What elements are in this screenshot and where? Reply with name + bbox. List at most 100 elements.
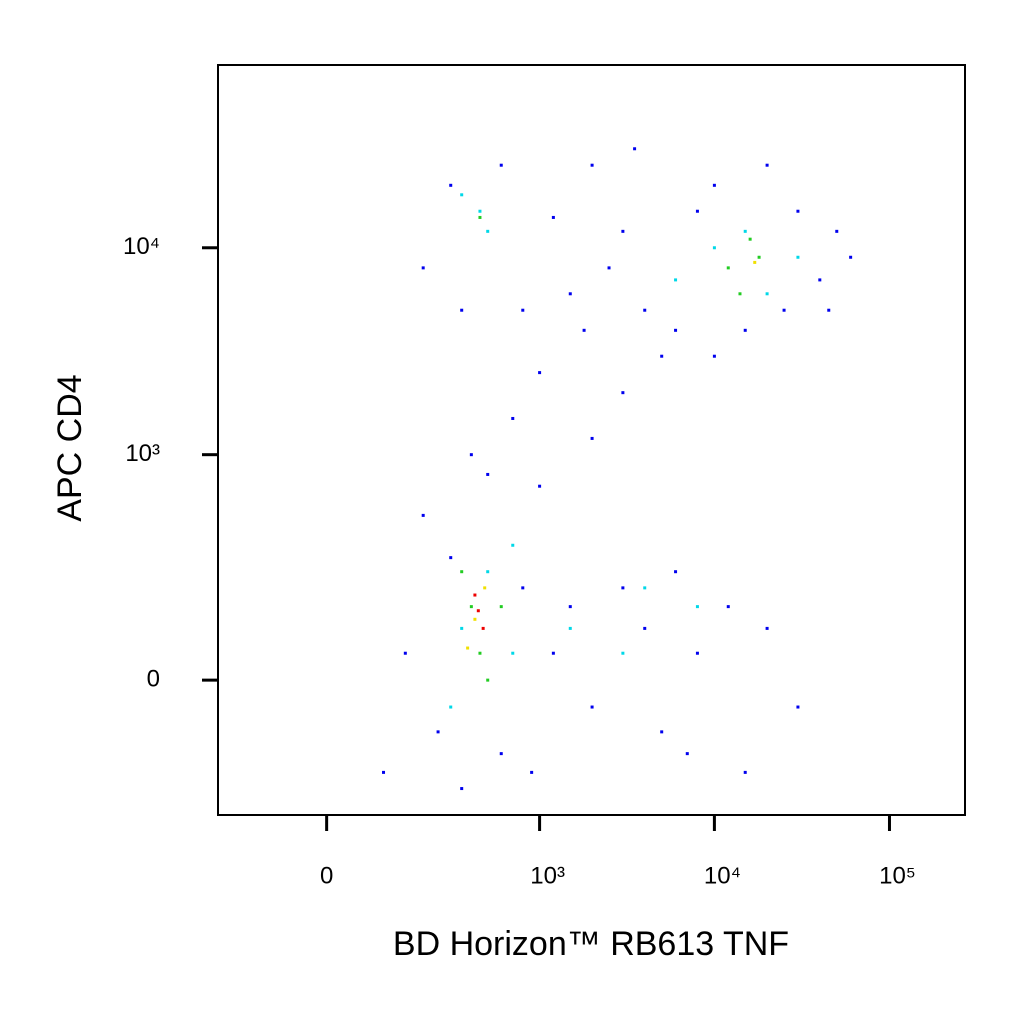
y-tick-label: 10³ <box>125 440 160 467</box>
point <box>511 651 515 655</box>
point <box>449 183 453 187</box>
point <box>568 605 572 609</box>
point <box>460 787 464 791</box>
point <box>551 651 555 655</box>
point <box>538 484 542 488</box>
point <box>582 328 586 332</box>
point <box>590 163 594 167</box>
point <box>511 543 515 547</box>
point <box>486 472 490 476</box>
point <box>835 229 839 233</box>
point <box>643 586 647 590</box>
point <box>765 626 769 630</box>
point <box>621 229 625 233</box>
point <box>674 328 678 332</box>
point <box>551 215 555 219</box>
point <box>568 626 572 630</box>
x-axis-label: BD Horizon™ RB613 TNF <box>393 925 789 963</box>
point <box>499 752 503 756</box>
point <box>538 371 542 375</box>
point <box>460 626 464 630</box>
point <box>818 278 822 282</box>
point <box>660 730 664 734</box>
point <box>796 705 800 709</box>
point <box>511 416 515 420</box>
point <box>466 646 470 650</box>
point <box>483 586 487 590</box>
point <box>695 605 699 609</box>
x-tick-label: 10⁴ <box>704 862 741 889</box>
y-tick-label: 0 <box>147 665 160 692</box>
point <box>621 586 625 590</box>
point <box>765 292 769 296</box>
x-tick-label: 0 <box>320 862 333 889</box>
y-axis-label: APC CD4 <box>51 374 89 521</box>
point <box>633 147 637 151</box>
point <box>660 354 664 358</box>
point <box>521 586 525 590</box>
point <box>476 609 480 613</box>
point <box>449 705 453 709</box>
point <box>421 266 425 270</box>
point <box>499 605 503 609</box>
point <box>743 229 747 233</box>
point <box>382 770 386 774</box>
point <box>621 651 625 655</box>
plot-frame <box>217 64 966 816</box>
point <box>726 605 730 609</box>
point <box>796 255 800 259</box>
point <box>712 246 716 250</box>
point <box>590 705 594 709</box>
point <box>712 183 716 187</box>
point <box>643 308 647 312</box>
point <box>827 308 831 312</box>
point <box>674 570 678 574</box>
point <box>738 292 742 296</box>
point <box>530 770 534 774</box>
point <box>674 278 678 282</box>
point <box>695 209 699 213</box>
point <box>757 255 761 259</box>
point <box>436 730 440 734</box>
point <box>486 678 490 682</box>
point <box>460 308 464 312</box>
x-tick-label: 10⁵ <box>879 862 916 889</box>
point <box>726 266 730 270</box>
point <box>403 651 407 655</box>
point <box>473 617 477 621</box>
point <box>460 193 464 197</box>
point <box>469 605 473 609</box>
point <box>590 436 594 440</box>
y-tick-label: 10⁴ <box>123 233 160 260</box>
point <box>695 651 699 655</box>
point <box>449 556 453 560</box>
x-tick-label: 10³ <box>530 862 565 889</box>
point <box>478 215 482 219</box>
point <box>743 770 747 774</box>
point <box>469 453 473 457</box>
point <box>521 308 525 312</box>
point <box>765 163 769 167</box>
point <box>421 513 425 517</box>
point <box>607 266 611 270</box>
point <box>473 593 477 597</box>
point <box>499 163 503 167</box>
point <box>796 209 800 213</box>
point <box>486 229 490 233</box>
point <box>481 626 485 630</box>
point <box>712 354 716 358</box>
point <box>486 570 490 574</box>
point <box>568 292 572 296</box>
point <box>478 651 482 655</box>
point <box>743 328 747 332</box>
point <box>460 570 464 574</box>
point <box>685 752 689 756</box>
point <box>753 260 757 264</box>
point <box>621 391 625 395</box>
point <box>782 308 786 312</box>
point <box>643 626 647 630</box>
point <box>478 209 482 213</box>
point <box>748 237 752 241</box>
point <box>849 255 853 259</box>
